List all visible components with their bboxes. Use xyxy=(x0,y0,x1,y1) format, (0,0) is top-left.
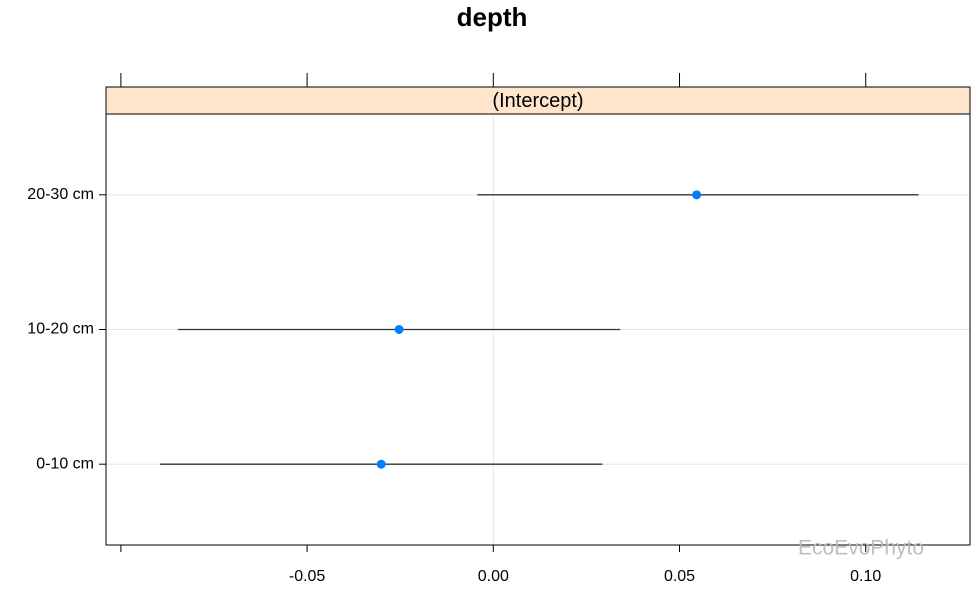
strip-label: (Intercept) xyxy=(492,90,583,112)
y-tick-label: 0-10 cm xyxy=(36,455,94,472)
y-tick-label: 20-30 cm xyxy=(27,186,94,203)
x-tick-label: 0.10 xyxy=(850,568,881,585)
watermark: EcoEvoPhyto xyxy=(798,537,924,560)
x-tick-label: -0.05 xyxy=(289,568,326,585)
point xyxy=(394,325,404,334)
x-tick-label: 0.00 xyxy=(478,568,509,585)
point xyxy=(376,459,386,469)
y-tick-label: 10-20 cm xyxy=(27,321,94,338)
chart-title: depth xyxy=(457,2,528,32)
strip xyxy=(105,86,971,115)
x-tick-label: 0.05 xyxy=(664,568,695,585)
point xyxy=(692,190,702,200)
